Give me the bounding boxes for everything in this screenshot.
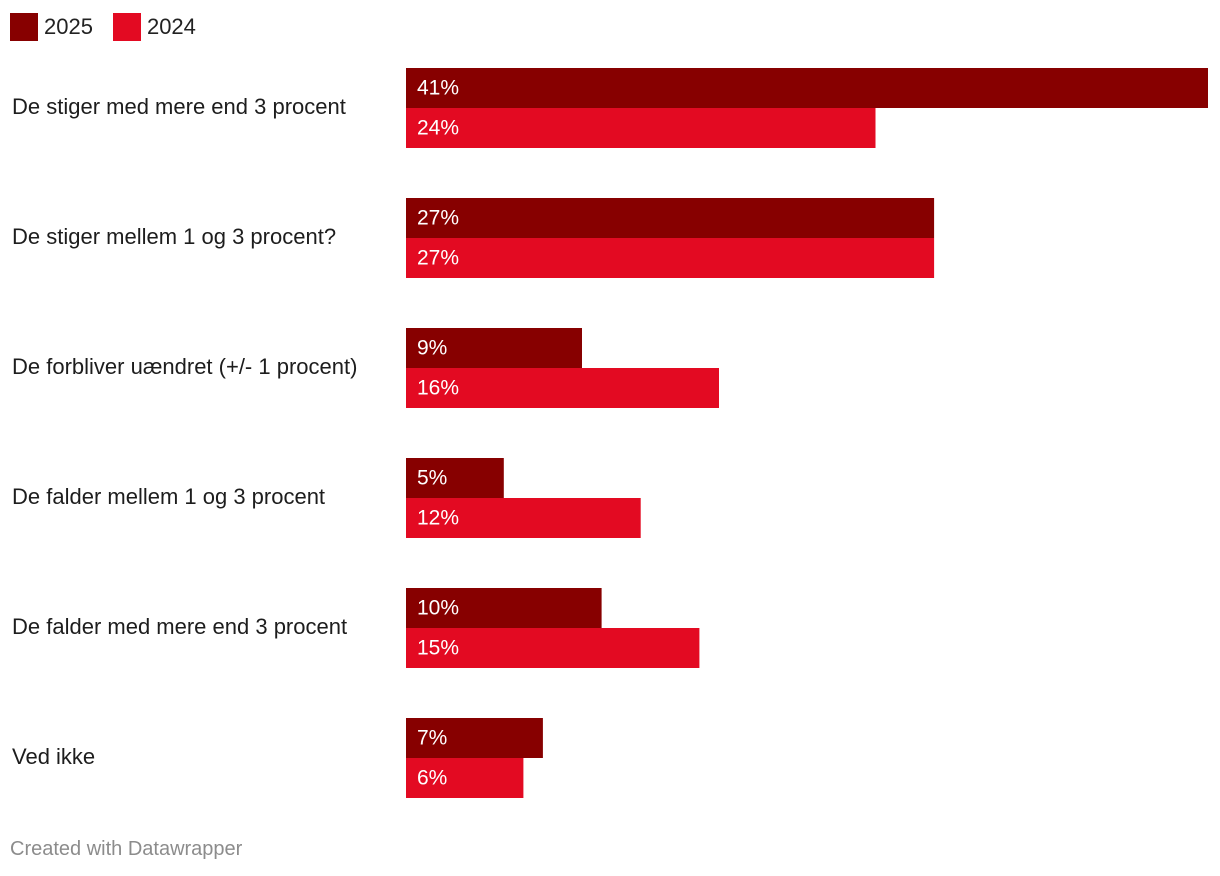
legend-item-2025: 2025 — [10, 13, 93, 41]
value-label-2025: 7% — [417, 727, 447, 750]
category-label: Ved ikke — [12, 744, 95, 769]
bar-2025 — [406, 718, 543, 758]
bar-2025 — [406, 68, 1208, 108]
value-label-2025: 10% — [417, 597, 459, 620]
category-label: De stiger med mere end 3 procent — [12, 94, 346, 119]
bar-2025 — [406, 458, 504, 498]
bar-2025 — [406, 328, 582, 368]
datawrapper-credit: Created with Datawrapper — [10, 838, 243, 860]
value-label-2025: 5% — [417, 467, 447, 490]
bar-2025 — [406, 198, 935, 238]
value-label-2024: 24% — [417, 117, 459, 140]
bar-2024 — [406, 628, 700, 668]
value-label-2025: 27% — [417, 207, 459, 230]
bar-2024 — [406, 368, 719, 408]
value-label-2024: 16% — [417, 377, 459, 400]
legend-label-2025: 2025 — [44, 14, 93, 39]
bar-2024 — [406, 108, 876, 148]
legend-item-2024: 2024 — [112, 13, 196, 41]
legend-swatch-2025 — [10, 13, 38, 41]
value-label-2024: 27% — [417, 247, 459, 270]
legend-label-2024: 2024 — [146, 14, 196, 39]
value-label-2024: 12% — [417, 507, 459, 530]
bar-2025 — [406, 588, 602, 628]
value-label-2024: 15% — [417, 637, 459, 660]
category-label: De stiger mellem 1 og 3 procent? — [12, 224, 336, 249]
legend: 2025 2024 — [10, 12, 196, 42]
legend-swatch-2024 — [112, 13, 141, 41]
value-label-2024: 6% — [417, 767, 447, 790]
value-label-2025: 41% — [417, 77, 459, 100]
bar-chart: De stiger med mere end 3 procent 41% 24% De… — [12, 68, 1208, 798]
value-label-2025: 9% — [417, 337, 447, 360]
category-label: De falder med mere end 3 procent — [12, 614, 347, 639]
bar-2024 — [406, 238, 935, 278]
bar-2024 — [406, 498, 641, 538]
bar-2024 — [406, 758, 524, 798]
category-label: De falder mellem 1 og 3 procent — [12, 484, 325, 509]
category-label: De forbliver uændret (+/- 1 procent) — [12, 354, 357, 379]
